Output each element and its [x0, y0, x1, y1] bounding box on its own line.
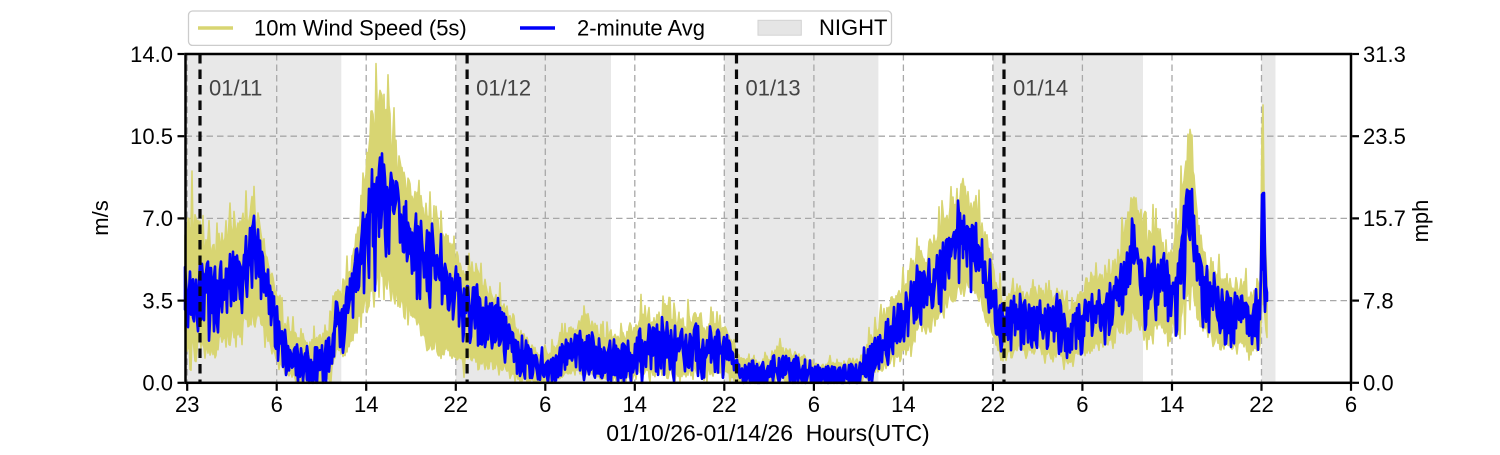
svg-text:0.0: 0.0 — [1363, 371, 1394, 396]
svg-text:6: 6 — [539, 392, 551, 417]
svg-text:10m Wind Speed (5s): 10m Wind Speed (5s) — [254, 16, 467, 41]
svg-text:6: 6 — [271, 392, 283, 417]
svg-text:22: 22 — [981, 392, 1005, 417]
svg-text:NIGHT: NIGHT — [819, 15, 887, 40]
svg-text:14.0: 14.0 — [130, 42, 173, 67]
svg-text:3.5: 3.5 — [142, 288, 173, 313]
svg-text:23: 23 — [175, 392, 199, 417]
svg-text:10.5: 10.5 — [130, 124, 173, 149]
svg-text:14: 14 — [354, 392, 378, 417]
svg-text:6: 6 — [1345, 392, 1357, 417]
svg-text:31.3: 31.3 — [1363, 42, 1406, 67]
svg-text:01/10/26-01/14/26 Hours(UTC): 01/10/26-01/14/26 Hours(UTC) — [606, 420, 929, 446]
svg-text:22: 22 — [1249, 392, 1273, 417]
svg-text:6: 6 — [1076, 392, 1088, 417]
svg-text:14: 14 — [1160, 392, 1184, 417]
svg-text:01/14: 01/14 — [1013, 76, 1068, 101]
svg-text:7.0: 7.0 — [142, 206, 173, 231]
svg-text:01/11: 01/11 — [209, 76, 262, 101]
svg-text:15.7: 15.7 — [1363, 206, 1406, 231]
svg-text:01/13: 01/13 — [746, 76, 801, 101]
svg-text:0.0: 0.0 — [142, 371, 173, 396]
svg-text:7.8: 7.8 — [1363, 288, 1394, 313]
svg-text:22: 22 — [444, 392, 468, 417]
svg-text:23.5: 23.5 — [1363, 124, 1406, 149]
svg-text:14: 14 — [891, 392, 915, 417]
svg-text:mph: mph — [1408, 200, 1433, 243]
svg-text:01/12: 01/12 — [476, 76, 531, 101]
svg-text:22: 22 — [712, 392, 736, 417]
svg-text:14: 14 — [623, 392, 647, 417]
svg-text:6: 6 — [808, 392, 820, 417]
svg-text:m/s: m/s — [88, 200, 113, 235]
svg-text:2-minute Avg: 2-minute Avg — [577, 16, 705, 41]
